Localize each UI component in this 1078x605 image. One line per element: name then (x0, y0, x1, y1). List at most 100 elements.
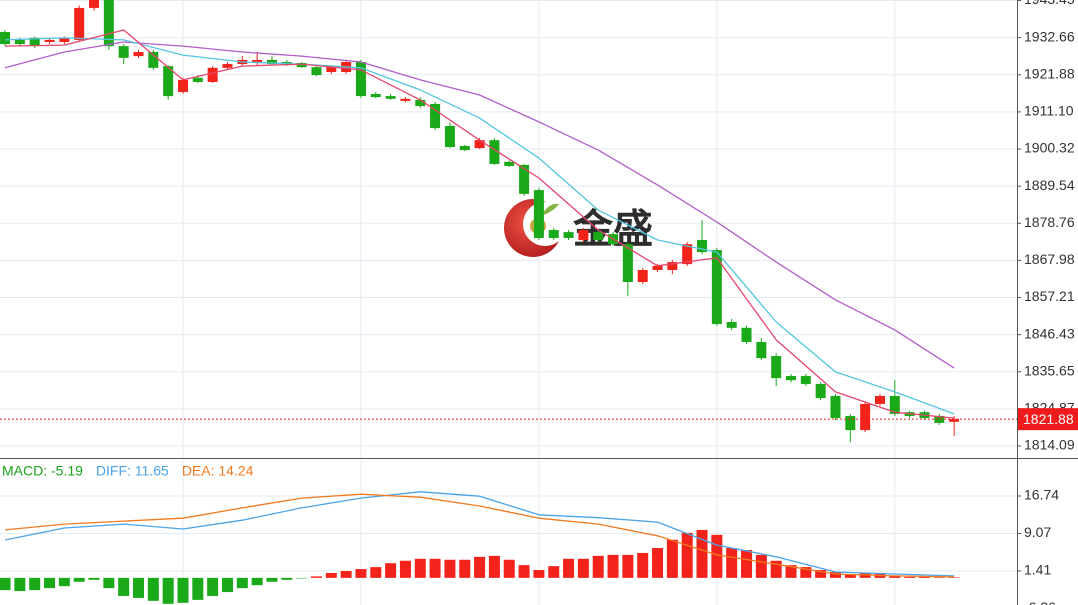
candle-body (400, 98, 411, 101)
y-tick-label: 1878.76 (1024, 214, 1075, 230)
indicator-line (4, 491, 955, 577)
y-tick-label: 1889.54 (1024, 177, 1075, 193)
candle-body (622, 244, 633, 283)
macd-bar (474, 556, 486, 578)
macd-bar (162, 577, 174, 604)
candle-body (355, 61, 366, 97)
macd-bar (652, 548, 664, 578)
candle-body (652, 265, 663, 270)
macd-bar (711, 534, 723, 578)
candle-body (830, 396, 841, 419)
macd-bar (103, 577, 115, 589)
candle-body (430, 103, 441, 129)
candle-body (578, 230, 589, 241)
macd-bar (918, 576, 930, 578)
macd-bar (770, 560, 782, 578)
candle-body (444, 126, 455, 148)
macd-bar (192, 577, 204, 600)
macd-bar (236, 577, 248, 589)
candle-body (533, 190, 544, 238)
candle-body (682, 244, 693, 265)
macd-bar (370, 567, 382, 578)
candle-body (385, 96, 396, 99)
candle-body (711, 250, 722, 325)
candle-body (786, 376, 796, 381)
y-tick-label: 1814.09 (1024, 437, 1075, 453)
candle-body (177, 79, 188, 92)
macd-bar (29, 577, 41, 591)
candle-body (311, 67, 322, 76)
candle-body (415, 99, 426, 107)
candle-body (934, 415, 945, 423)
y-tick-label: 16.74 (1024, 487, 1059, 503)
last-price-label: 1821.88 (1023, 411, 1074, 427)
macd-bar (207, 577, 219, 596)
macd-bar (221, 577, 233, 593)
macd-bar (741, 549, 753, 578)
candle-body (548, 230, 559, 238)
macd-bar (133, 577, 145, 598)
candle-body (874, 396, 885, 404)
macd-bar (0, 577, 11, 591)
y-tick-label: -6.26 (1024, 599, 1056, 605)
macd-bar (815, 570, 827, 578)
candle-body (860, 403, 871, 431)
macd-bar (548, 566, 560, 578)
candle-body (800, 376, 811, 384)
candle-body (296, 63, 307, 68)
candle-body (474, 140, 485, 149)
macd-bar (385, 563, 397, 578)
macd-bar (755, 554, 767, 578)
macd-bar (444, 559, 456, 578)
macd-bar (147, 577, 159, 601)
macd-bar (503, 559, 515, 578)
candle-body (44, 39, 55, 43)
indicator-line (4, 29, 955, 419)
candle-body (667, 262, 678, 270)
macd-bar (889, 575, 901, 578)
candle-body (741, 327, 752, 342)
axis-layer: 1943.45 1932.66 1921.88 1911.10 1900.32 1889.… (1017, 0, 1078, 605)
y-tick-label: 9.07 (1024, 524, 1051, 540)
macd-bar (488, 555, 500, 578)
candle-body (459, 146, 470, 151)
candle-body (74, 7, 85, 40)
candle-body (593, 232, 604, 241)
candle-body (726, 321, 737, 328)
indicator-label: MACD: -5.19 (2, 463, 83, 479)
macd-bar (666, 539, 678, 578)
candle-body (222, 64, 233, 68)
macd-bar (829, 571, 841, 578)
candle-body (148, 51, 159, 68)
candle-body (29, 37, 40, 47)
macd-bar (904, 576, 916, 578)
macd-bar (726, 548, 738, 578)
macd-bar (73, 577, 85, 582)
candle-body (59, 37, 70, 43)
macd-bar (118, 577, 130, 596)
candle-body (103, 0, 114, 47)
candle-body (266, 59, 277, 65)
macd-bar (785, 565, 797, 578)
y-tick-label: 1835.65 (1024, 362, 1075, 378)
macd-bar (325, 572, 337, 578)
macd-bar (681, 532, 693, 578)
macd-bar (414, 558, 426, 578)
macd-bar (281, 577, 293, 580)
candle-body (756, 341, 767, 359)
candle-body (0, 32, 11, 45)
candle-body (845, 415, 856, 431)
logo-leaf (541, 203, 559, 216)
macd-bar (592, 555, 604, 578)
macd-bar (44, 577, 56, 589)
y-tick-label: 1857.21 (1024, 288, 1075, 304)
macd-bar (340, 571, 352, 578)
macd-bar (14, 577, 26, 592)
macd-bar (696, 529, 708, 578)
macd-panel: MACD: -5.19 DIFF: 11.65 DEA: 14.24 (0, 463, 960, 604)
candle-body (889, 396, 900, 414)
candle-body (370, 94, 381, 98)
y-tick-label: 1900.32 (1024, 140, 1075, 156)
